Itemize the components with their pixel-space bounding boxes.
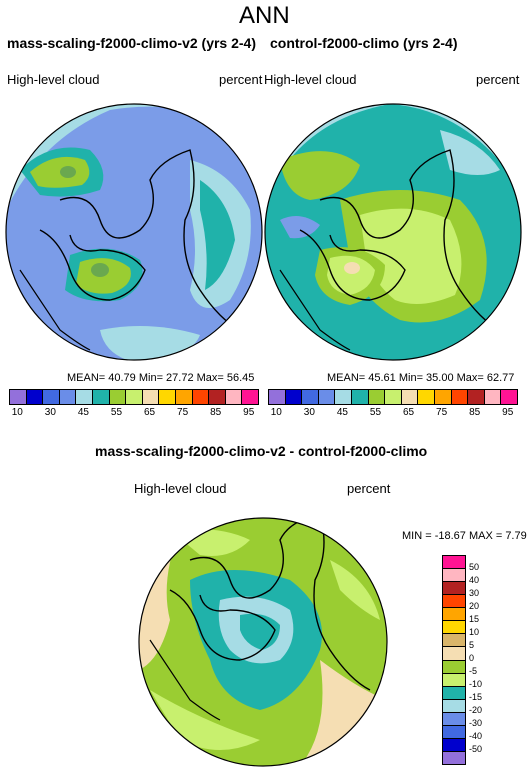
diff-colorbar-tick-label: 10 bbox=[469, 627, 480, 637]
colorbar-swatch bbox=[501, 390, 517, 404]
colorbar-swatch bbox=[109, 390, 127, 404]
left-stats: MEAN= 40.79 Min= 27.72 Max= 56.45 bbox=[67, 372, 255, 384]
diff-colorbar-swatch bbox=[443, 582, 465, 596]
colorbar-tick-label: 30 bbox=[303, 407, 315, 418]
diff-colorbar-swatch bbox=[443, 699, 465, 713]
diff-colorbar-swatch bbox=[443, 673, 465, 687]
right-stats: MEAN= 45.61 Min= 35.00 Max= 62.77 bbox=[327, 372, 515, 384]
colorbar-tick-label: 55 bbox=[369, 407, 382, 418]
diff-colorbar-tick-label: 5 bbox=[469, 640, 475, 650]
colorbar-tick-label: 65 bbox=[143, 407, 156, 418]
colorbar-tick-label: 30 bbox=[44, 407, 56, 418]
diff-colorbar-ticks: 50 40 30 20 15 10 5 0 -5 -10 -15 -20 -30 -40 -50 bbox=[469, 555, 499, 763]
colorbar-tick-label: 65 bbox=[402, 407, 415, 418]
right-units-label: percent bbox=[476, 72, 520, 87]
left-units-label: percent bbox=[219, 72, 263, 87]
diff-colorbar-swatch bbox=[443, 647, 465, 661]
diff-colorbar-swatch bbox=[443, 595, 465, 609]
right-panel-title: control-f2000-climo (yrs 2-4) bbox=[270, 35, 458, 51]
colorbar-swatch bbox=[43, 390, 60, 404]
right-colorbar-ticks: 10 30 45 55 65 75 85 95 bbox=[268, 407, 516, 421]
diff-colorbar bbox=[442, 555, 466, 765]
colorbar-tick-label: 45 bbox=[336, 407, 348, 418]
colorbar-tick-label: 95 bbox=[243, 407, 255, 418]
diff-colorbar-tick-label: 40 bbox=[469, 575, 480, 585]
diff-colorbar-tick-label: -40 bbox=[469, 731, 483, 741]
colorbar-swatch bbox=[59, 390, 77, 404]
colorbar-swatch bbox=[92, 390, 110, 404]
colorbar-swatch bbox=[209, 390, 226, 404]
colorbar-swatch bbox=[192, 390, 210, 404]
diff-colorbar-swatch bbox=[443, 712, 465, 726]
figure-season-title: ANN bbox=[239, 2, 290, 29]
right-variable-label: High-level cloud bbox=[264, 72, 357, 87]
diff-colorbar-swatch bbox=[443, 738, 465, 752]
diff-colorbar-tick-label: 30 bbox=[469, 588, 480, 598]
diff-colorbar-tick-label: 20 bbox=[469, 601, 480, 611]
colorbar-swatch bbox=[142, 390, 160, 404]
colorbar-tick-label: 10 bbox=[11, 407, 23, 418]
colorbar-swatch bbox=[126, 390, 143, 404]
colorbar-tick-label: 10 bbox=[270, 407, 282, 418]
diff-colorbar-swatch bbox=[443, 556, 465, 570]
colorbar-tick-label: 55 bbox=[110, 407, 123, 418]
colorbar-swatch bbox=[401, 390, 419, 404]
colorbar-swatch bbox=[10, 390, 27, 404]
colorbar-tick-label: 85 bbox=[469, 407, 481, 418]
colorbar-swatch bbox=[318, 390, 336, 404]
diff-colorbar-swatch bbox=[443, 569, 465, 583]
diff-colorbar-tick-label: -15 bbox=[469, 692, 483, 702]
right-map-fields bbox=[265, 104, 521, 360]
diff-colorbar-swatch bbox=[443, 660, 465, 674]
left-panel-title: mass-scaling-f2000-climo-v2 (yrs 2-4) bbox=[7, 35, 256, 51]
colorbar-swatch bbox=[451, 390, 469, 404]
colorbar-tick-label: 85 bbox=[210, 407, 222, 418]
diff-colorbar-tick-label: -30 bbox=[469, 718, 483, 728]
left-colorbar bbox=[9, 389, 259, 405]
diff-colorbar-swatch bbox=[443, 608, 465, 622]
colorbar-swatch bbox=[434, 390, 452, 404]
diff-colorbar-swatch bbox=[443, 725, 465, 739]
colorbar-swatch bbox=[468, 390, 485, 404]
colorbar-tick-label: 75 bbox=[436, 407, 448, 418]
colorbar-swatch bbox=[175, 390, 193, 404]
diff-colorbar-tick-label: -10 bbox=[469, 679, 483, 689]
colorbar-swatch bbox=[269, 390, 286, 404]
diff-colorbar-tick-label: -20 bbox=[469, 705, 483, 715]
colorbar-swatch bbox=[26, 390, 44, 404]
diff-map-fields bbox=[139, 518, 387, 766]
colorbar-swatch bbox=[285, 390, 303, 404]
diff-colorbar-tick-label: 0 bbox=[469, 653, 475, 663]
diff-stats: MIN = -18.67 MAX = 7.79 bbox=[402, 530, 527, 542]
colorbar-swatch bbox=[335, 390, 352, 404]
colorbar-tick-label: 45 bbox=[77, 407, 89, 418]
colorbar-swatch bbox=[225, 390, 243, 404]
colorbar-swatch bbox=[242, 390, 258, 404]
left-map-fields bbox=[6, 104, 262, 360]
left-variable-label: High-level cloud bbox=[7, 72, 100, 87]
colorbar-swatch bbox=[76, 390, 93, 404]
colorbar-swatch bbox=[351, 390, 369, 404]
colorbar-swatch bbox=[484, 390, 502, 404]
colorbar-swatch bbox=[302, 390, 319, 404]
diff-panel-title: mass-scaling-f2000-climo-v2 - control-f2… bbox=[95, 443, 428, 459]
diff-colorbar-swatch bbox=[443, 686, 465, 700]
colorbar-swatch bbox=[368, 390, 386, 404]
colorbar-tick-label: 75 bbox=[177, 407, 189, 418]
diff-colorbar-tick-label: 50 bbox=[469, 562, 480, 572]
diff-colorbar-swatch bbox=[443, 634, 465, 648]
diff-colorbar-tick-label: -5 bbox=[469, 666, 478, 676]
diff-colorbar-swatch bbox=[443, 621, 465, 635]
diff-colorbar-tick-label: 15 bbox=[469, 614, 480, 624]
left-colorbar-ticks: 10 30 45 55 65 75 85 95 bbox=[9, 407, 257, 421]
colorbar-swatch bbox=[385, 390, 402, 404]
diff-colorbar-tick-label: -50 bbox=[469, 744, 483, 754]
right-colorbar bbox=[268, 389, 518, 405]
colorbar-swatch bbox=[418, 390, 435, 404]
diff-units-label: percent bbox=[347, 481, 391, 496]
colorbar-swatch bbox=[159, 390, 176, 404]
diff-variable-label: High-level cloud bbox=[134, 481, 227, 496]
diff-colorbar-swatch bbox=[443, 751, 465, 764]
colorbar-tick-label: 95 bbox=[502, 407, 514, 418]
